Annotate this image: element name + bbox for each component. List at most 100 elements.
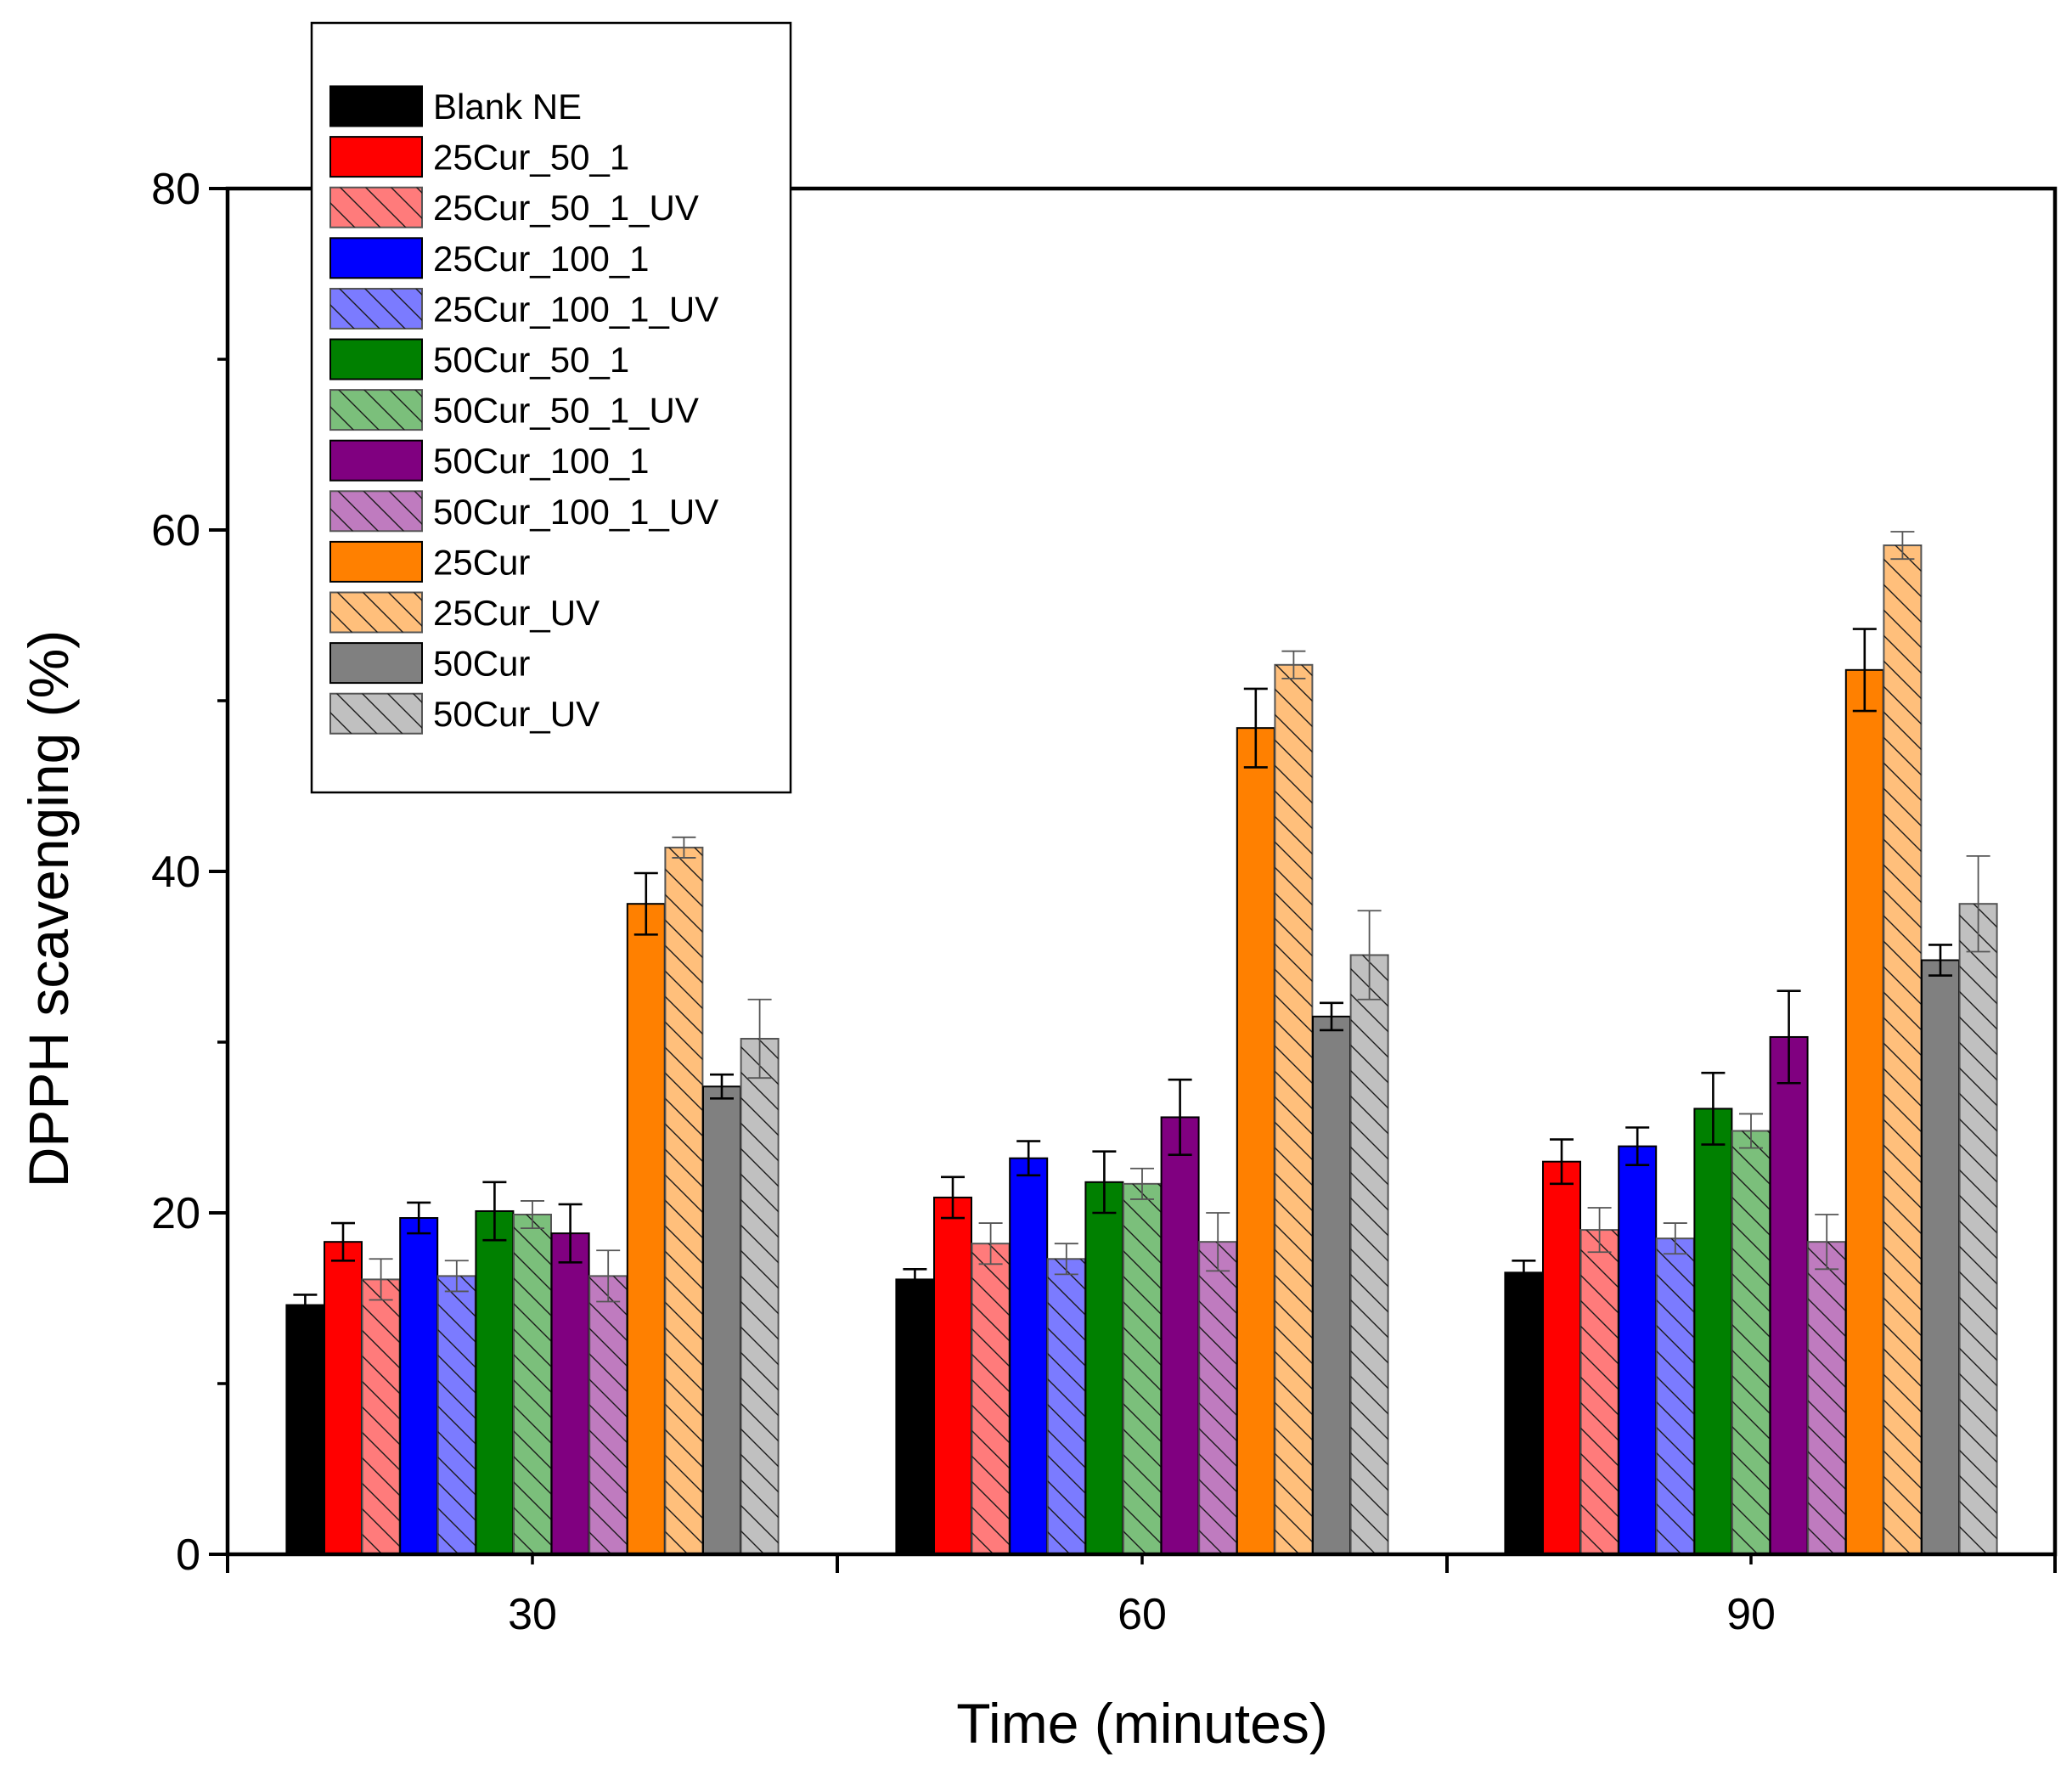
error-bar-50cur-50-1-uv-60 — [1130, 1167, 1154, 1200]
legend-label: 50Cur_50_1 — [433, 340, 629, 380]
legend-label: 50Cur — [433, 644, 530, 684]
bar-hatch-50cur-uv-90 — [1959, 904, 1997, 1554]
legend-swatch — [329, 642, 423, 685]
bar-50cur-50-1-90 — [1693, 1108, 1733, 1555]
error-bar-50cur-uv-90 — [1966, 855, 1990, 953]
bar-50cur-60 — [1312, 1015, 1351, 1555]
legend-item: 25Cur_UV — [329, 591, 600, 634]
bar-blank ne-90 — [1504, 1271, 1544, 1555]
legend: Blank NE 25Cur_50_1 25Cur_50_1_UV 25Cur_100… — [310, 21, 792, 794]
legend-label: 25Cur_UV — [433, 593, 600, 633]
y-tick-label: 0 — [176, 1531, 200, 1580]
bar-50cur-30 — [702, 1085, 741, 1555]
legend-label: Blank NE — [433, 87, 582, 127]
bar-25cur-60 — [1236, 727, 1275, 1555]
error-bar-50cur-30 — [710, 1073, 734, 1100]
legend-item: 50Cur_50_1 — [329, 338, 629, 381]
legend-label: 50Cur_100_1_UV — [433, 492, 718, 532]
legend-swatch — [329, 85, 423, 127]
error-bar-blank ne-90 — [1512, 1259, 1536, 1286]
bar-hatch-50cur-50-1-uv-90 — [1732, 1130, 1770, 1554]
legend-swatch-hatch — [330, 390, 422, 431]
error-bar-50cur-50-1-60 — [1092, 1150, 1117, 1215]
bar-50cur-100-1-90 — [1769, 1035, 1809, 1555]
legend-item: Blank NE — [329, 85, 582, 127]
error-bar-25cur-uv-60 — [1281, 650, 1306, 679]
error-bar-50cur-90 — [1928, 944, 1952, 977]
legend-label: 25Cur_100_1_UV — [433, 289, 718, 329]
x-axis-label: Time (minutes) — [956, 1692, 1328, 1755]
legend-label: 25Cur_50_1 — [433, 138, 629, 178]
bar-hatch-25cur-50-1-uv-90 — [1580, 1230, 1619, 1554]
error-bar-25cur-100-1-90 — [1625, 1126, 1650, 1167]
error-bar-25cur-60 — [1243, 687, 1268, 769]
error-bar-blank ne-30 — [293, 1294, 318, 1316]
error-bar-50cur-100-1-60 — [1168, 1078, 1192, 1156]
bar-hatch-25cur-uv-30 — [665, 847, 703, 1554]
bar-hatch-25cur-100-1-uv-30 — [437, 1276, 476, 1554]
error-bar-25cur-100-1-uv-60 — [1054, 1243, 1078, 1276]
legend-item: 50Cur_UV — [329, 692, 600, 735]
error-bar-25cur-30 — [633, 871, 658, 936]
bar-25cur-50-1-60 — [933, 1196, 972, 1556]
bar-hatch-25cur-50-1-uv-60 — [971, 1243, 1010, 1554]
bar-25cur-100-1-60 — [1009, 1157, 1049, 1556]
error-bar-25cur-50-1-uv-60 — [978, 1222, 1003, 1266]
error-bar-25cur-100-1-uv-90 — [1663, 1222, 1687, 1255]
error-bar-50cur-50-1-uv-30 — [521, 1200, 544, 1229]
bar-hatch-25cur-uv-60 — [1275, 664, 1313, 1554]
error-bar-50cur-60 — [1320, 1001, 1343, 1032]
bar-25cur-50-1-30 — [324, 1241, 363, 1556]
legend-item: 50Cur_100_1_UV — [329, 490, 718, 533]
error-bar-25cur-50-1-90 — [1550, 1138, 1574, 1186]
legend-item: 25Cur — [329, 540, 530, 583]
error-bar-50cur-100-1-uv-60 — [1206, 1212, 1230, 1272]
legend-item: 25Cur_50_1 — [329, 136, 629, 178]
bar-hatch-50cur-100-1-uv-90 — [1808, 1242, 1846, 1554]
bar-hatch-25cur-uv-90 — [1883, 545, 1922, 1554]
y-axis-label: DPPH scavenging (%) — [17, 630, 80, 1188]
legend-swatch — [329, 338, 423, 381]
legend-swatch-hatch — [330, 592, 422, 633]
bar-50cur-100-1-60 — [1160, 1116, 1200, 1555]
legend-item: 25Cur_100_1_UV — [329, 287, 718, 330]
x-tick-label: 30 — [508, 1590, 557, 1639]
error-bar-25cur-100-1-60 — [1016, 1140, 1041, 1177]
error-bar-25cur-uv-90 — [1890, 531, 1915, 561]
error-bar-50cur-100-1-uv-90 — [1815, 1214, 1839, 1271]
bar-25cur-30 — [626, 903, 666, 1555]
bar-25cur-90 — [1844, 668, 1884, 1556]
legend-label: 25Cur — [433, 542, 530, 582]
error-bar-25cur-50-1-60 — [941, 1175, 965, 1220]
axes-layer: Time (minutes) DPPH scavenging (%) 0 20 40… — [17, 165, 2057, 1755]
legend-item: 50Cur_50_1_UV — [329, 389, 699, 431]
legend-swatch-hatch — [330, 693, 422, 734]
legend-swatch — [329, 136, 423, 178]
error-bar-25cur-50-1-uv-30 — [369, 1258, 393, 1301]
error-bar-50cur-100-1-90 — [1776, 989, 1801, 1085]
y-tick-label: 80 — [151, 165, 200, 214]
bar-blank ne-60 — [895, 1278, 935, 1555]
x-tick-label: 60 — [1118, 1590, 1167, 1639]
legend-item: 25Cur_50_1_UV — [329, 186, 699, 228]
bar-25cur-50-1-90 — [1542, 1160, 1581, 1555]
legend-label: 50Cur_100_1 — [433, 441, 650, 481]
legend-item: 25Cur_100_1 — [329, 237, 650, 279]
bar-25cur-100-1-90 — [1618, 1145, 1658, 1555]
bar-hatch-50cur-uv-60 — [1350, 955, 1388, 1554]
x-tick-label: 90 — [1726, 1590, 1776, 1639]
error-bar-blank ne-60 — [903, 1268, 927, 1291]
error-bar-50cur-50-1-90 — [1701, 1071, 1726, 1146]
bar-hatch-25cur-100-1-uv-60 — [1047, 1259, 1085, 1554]
error-bar-25cur-50-1-30 — [331, 1221, 355, 1262]
y-tick-label: 20 — [151, 1189, 200, 1238]
bar-25cur-100-1-30 — [399, 1217, 439, 1556]
error-bar-25cur-100-1-uv-30 — [444, 1260, 469, 1293]
legend-swatch — [329, 237, 423, 279]
legend-item: 50Cur_100_1 — [329, 439, 650, 482]
bar-hatch-50cur-100-1-uv-60 — [1199, 1242, 1237, 1554]
bar-hatch-50cur-50-1-uv-60 — [1123, 1183, 1161, 1554]
error-bar-50cur-uv-30 — [747, 998, 772, 1080]
